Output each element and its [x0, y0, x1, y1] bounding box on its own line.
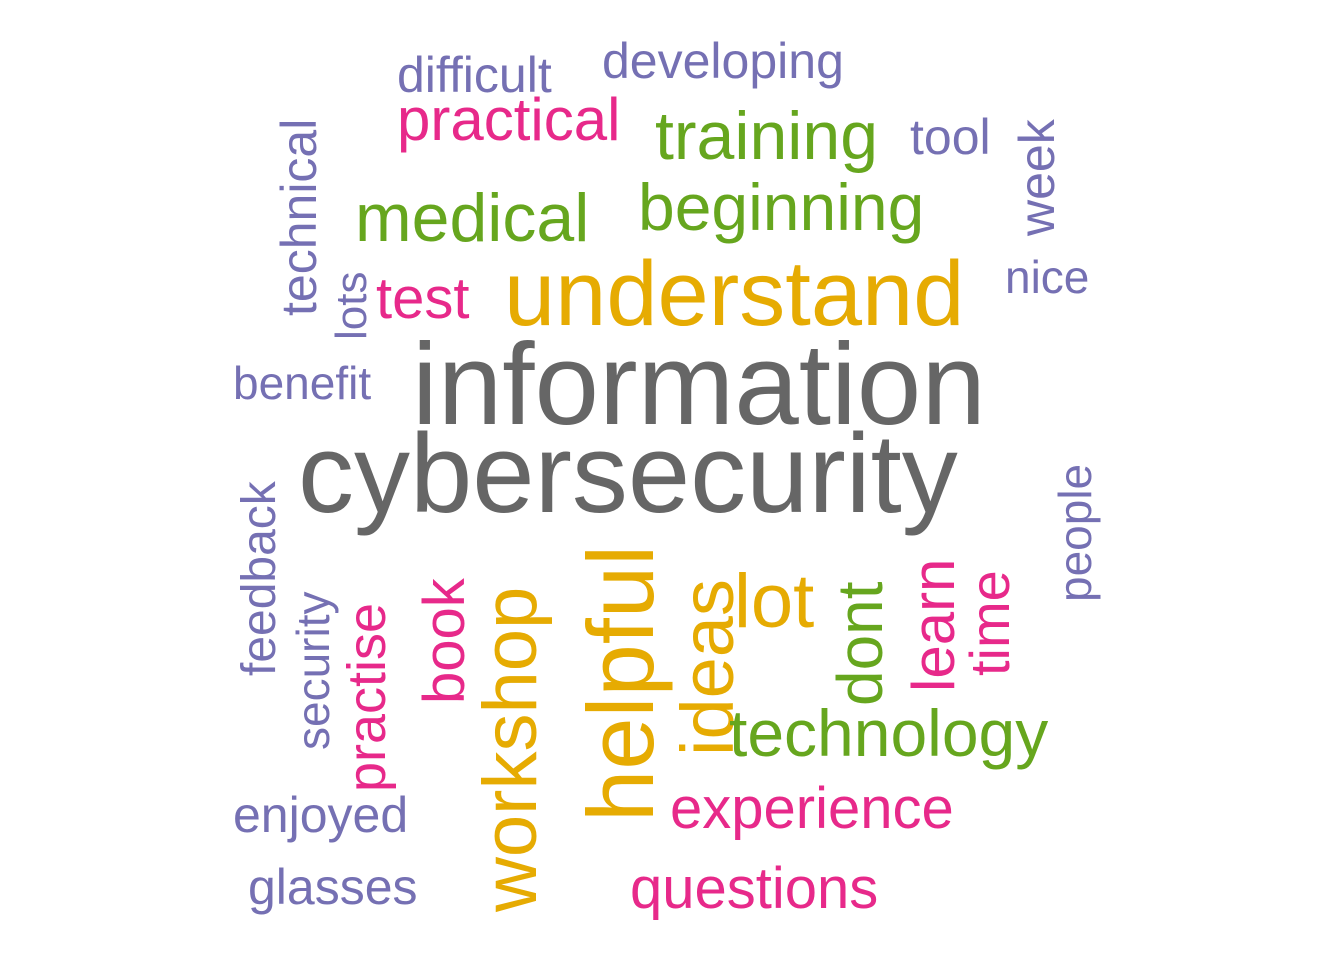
word-beginning: beginning — [638, 170, 925, 244]
word-helpful: helpful — [568, 545, 673, 822]
word-training: training — [655, 98, 879, 174]
word-practise: practise — [337, 602, 397, 792]
word-dont: dont — [824, 581, 896, 706]
word-security: security — [287, 591, 339, 750]
word-book: book — [412, 578, 477, 704]
word-understand: understand — [504, 243, 965, 345]
word-feedback: feedback — [233, 481, 286, 676]
word-developing: developing — [602, 33, 844, 89]
word-tool: tool — [910, 109, 991, 165]
word-enjoyed: enjoyed — [233, 787, 409, 843]
word-people: people — [1049, 463, 1101, 602]
word-difficult: difficult — [397, 47, 552, 103]
word-lot: lot — [734, 559, 815, 644]
word-practical: practical — [397, 86, 621, 153]
word-test: test — [376, 266, 470, 331]
word-lots: lots — [327, 271, 376, 340]
word-glasses: glasses — [248, 859, 418, 915]
word-nice: nice — [1005, 251, 1090, 303]
word-questions: questions — [630, 856, 879, 921]
word-benefit: benefit — [233, 357, 372, 409]
word-medical: medical — [355, 180, 590, 256]
word-information: information — [412, 319, 986, 449]
word-time: time — [958, 570, 1021, 676]
word-week: week — [1009, 119, 1065, 236]
word-technology: technology — [729, 696, 1049, 770]
word-learn: learn — [900, 558, 967, 692]
word-experience: experience — [670, 776, 954, 841]
word-technical: technical — [271, 118, 327, 316]
word-workshop: workshop — [468, 586, 553, 912]
word-cybersecurity: cybersecurity — [298, 411, 958, 536]
